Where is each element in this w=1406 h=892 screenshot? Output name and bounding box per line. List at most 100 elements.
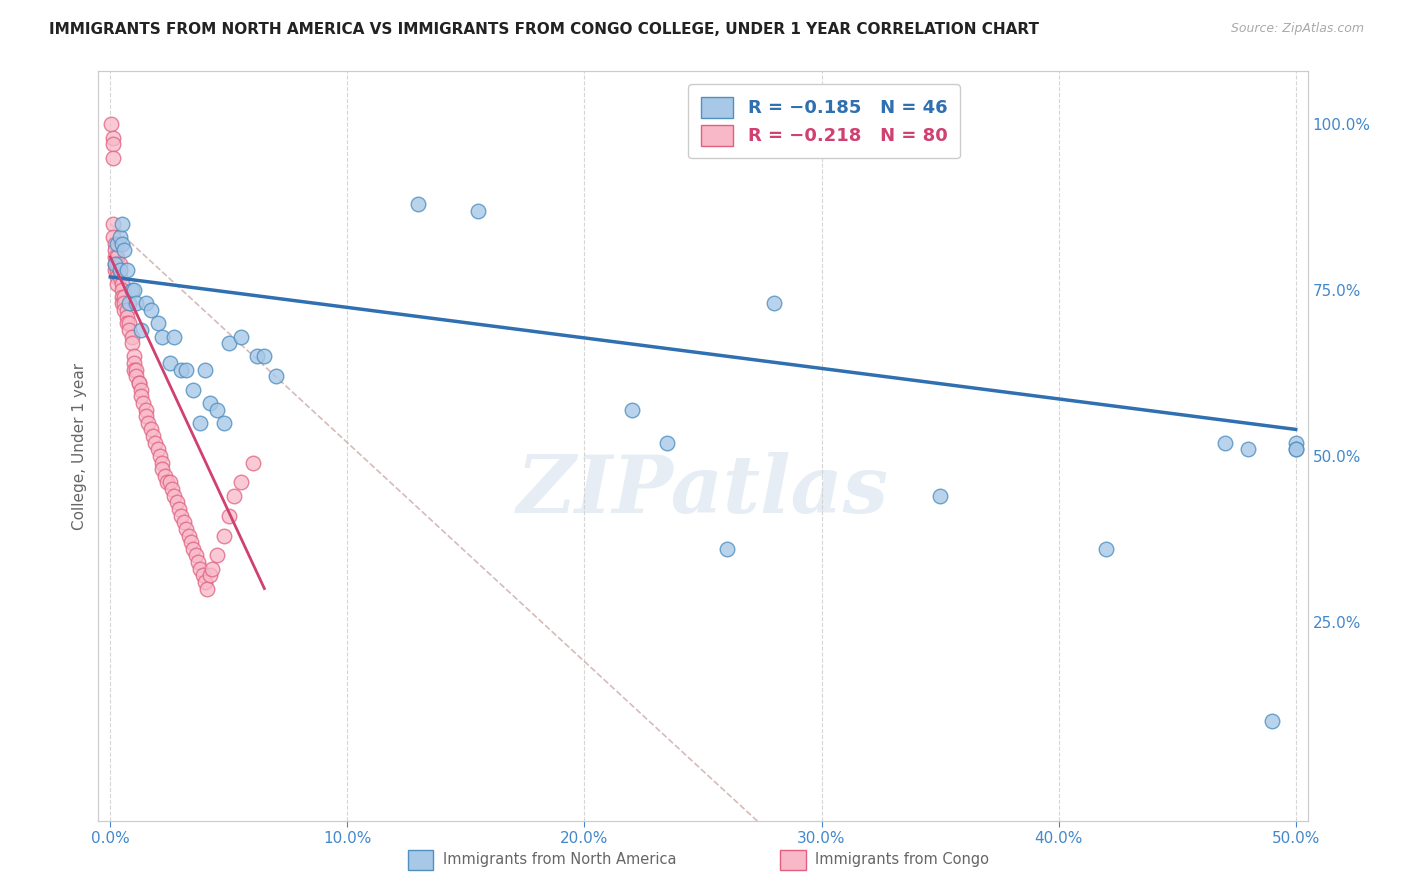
Point: [163, 329, 186, 343]
Point: [170, 508, 193, 523]
Point: [467, 203, 489, 218]
Point: [1285, 442, 1308, 457]
Point: [114, 303, 136, 318]
Point: [218, 336, 240, 351]
Point: [125, 369, 148, 384]
Point: [128, 376, 150, 390]
Point: [1213, 435, 1236, 450]
Point: [115, 310, 138, 324]
Point: [166, 495, 188, 509]
Point: [121, 336, 143, 351]
Point: [115, 303, 138, 318]
Point: [129, 323, 152, 337]
Point: [198, 396, 221, 410]
Point: [129, 383, 152, 397]
Point: [105, 277, 128, 291]
Point: [763, 296, 786, 310]
Point: [929, 489, 952, 503]
Point: [105, 250, 128, 264]
Point: [159, 475, 181, 490]
Point: [222, 489, 245, 503]
Point: [187, 555, 209, 569]
Point: [114, 290, 136, 304]
Point: [105, 263, 128, 277]
Point: [184, 549, 207, 563]
Point: [100, 117, 122, 131]
Point: [142, 429, 165, 443]
Point: [1285, 442, 1308, 457]
Point: [101, 130, 124, 145]
Point: [152, 456, 174, 470]
Point: [135, 296, 157, 310]
Point: [190, 562, 212, 576]
Text: Source: ZipAtlas.com: Source: ZipAtlas.com: [1230, 22, 1364, 36]
Point: [167, 502, 190, 516]
Point: [101, 151, 124, 165]
Point: [1237, 442, 1260, 457]
Point: [111, 236, 134, 251]
Point: [174, 363, 197, 377]
Point: [152, 462, 174, 476]
Point: [101, 217, 124, 231]
Point: [121, 283, 143, 297]
Point: [104, 257, 127, 271]
Point: [105, 257, 128, 271]
Text: IMMIGRANTS FROM NORTH AMERICA VS IMMIGRANTS FROM CONGO COLLEGE, UNDER 1 YEAR COR: IMMIGRANTS FROM NORTH AMERICA VS IMMIGRA…: [49, 22, 1039, 37]
Point: [135, 402, 157, 417]
Point: [229, 475, 252, 490]
Point: [122, 350, 145, 364]
Text: Immigrants from Congo: Immigrants from Congo: [815, 853, 990, 867]
Point: [111, 296, 134, 310]
Point: [143, 435, 166, 450]
Point: [139, 422, 162, 436]
Point: [104, 244, 127, 258]
Point: [242, 456, 264, 470]
Point: [264, 369, 287, 384]
Point: [108, 263, 131, 277]
Point: [128, 376, 150, 390]
Point: [408, 197, 430, 211]
Point: [170, 363, 193, 377]
Point: [1095, 541, 1118, 556]
Point: [139, 303, 162, 318]
Point: [212, 528, 235, 542]
Point: [114, 296, 136, 310]
Point: [194, 574, 217, 589]
Point: [122, 356, 145, 370]
Point: [253, 350, 276, 364]
Point: [115, 316, 138, 330]
Point: [108, 263, 131, 277]
Y-axis label: College, Under 1 year: College, Under 1 year: [72, 362, 87, 530]
Point: [115, 263, 138, 277]
Point: [104, 250, 127, 264]
Point: [198, 568, 221, 582]
Point: [125, 363, 148, 377]
Point: [111, 283, 134, 297]
Point: [194, 363, 217, 377]
Point: [191, 568, 214, 582]
Point: [218, 508, 240, 523]
Point: [173, 515, 195, 529]
Point: [114, 244, 136, 258]
Point: [159, 356, 181, 370]
Point: [657, 435, 679, 450]
Legend: R = −0.185   N = 46, R = −0.218   N = 80: R = −0.185 N = 46, R = −0.218 N = 80: [688, 84, 960, 159]
Point: [118, 296, 141, 310]
Point: [122, 283, 145, 297]
Point: [132, 396, 155, 410]
Point: [180, 535, 202, 549]
Point: [205, 402, 228, 417]
Point: [246, 350, 269, 364]
Point: [153, 468, 176, 483]
Point: [104, 263, 127, 277]
Point: [118, 323, 141, 337]
Point: [229, 329, 252, 343]
Point: [620, 402, 643, 417]
Point: [181, 383, 204, 397]
Point: [716, 541, 738, 556]
Point: [201, 562, 224, 576]
Point: [163, 489, 186, 503]
Point: [101, 137, 124, 152]
Point: [156, 475, 179, 490]
Point: [212, 416, 235, 430]
